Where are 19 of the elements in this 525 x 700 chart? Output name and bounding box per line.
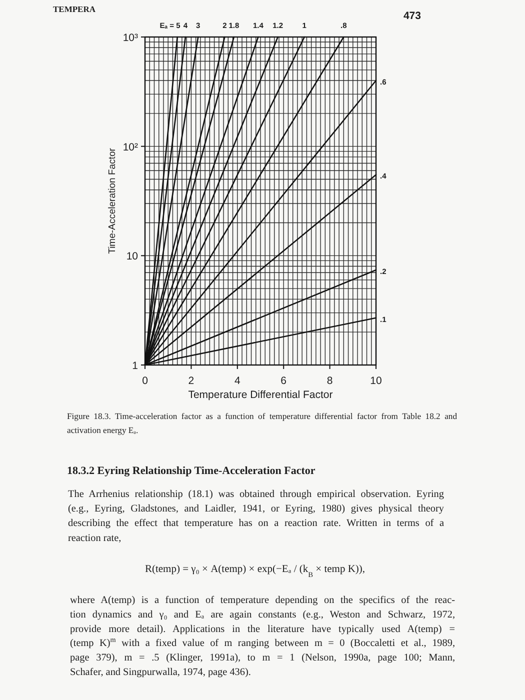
- x-tick-label: 0: [142, 375, 148, 387]
- x-axis-title: Temperature Differential Factor: [188, 389, 334, 401]
- text: where A(temp) is a function of temperature depending on the specifics of the reac- tion dynamics and γ₀ and Eₐ are again constants (e.g., Weston and Schwarz, 1972, provide more detail). Applications in the literature have typically used A(temp) = (temp K)$^{m}$ with a fixed value of m ranging between m = 0 (Boccaletti et al., 1989, page 379), m = .5 (Klinger, 1991a), to m = 1 (Nelson, 1990a, page 100; Mann, Schafer, and Singpurwalla, 1974, page 436).: [70, 595, 456, 678]
- text: The Arrhenius relationship (18.1) was obtained through empirical observation. Eyring (e.g., Eyring, Gladstones, and Laidler, 1941, or Eyring, 1980) gives physical theory describing the effect that temperature has on a reaction rate. Written in terms of a reaction rate,: [68, 489, 445, 544]
- y-tick-label: 10: [126, 250, 138, 263]
- y-tick-label: 10²: [122, 141, 138, 154]
- text: R(temp) = γ₀ × A(temp) × exp(−Eₐ / (k$_{B}$ × temp K)),: [144, 564, 366, 578]
- text: TEMPERA: [53, 4, 96, 14]
- x-tick-label: 8: [326, 375, 333, 387]
- x-tick-label: 2: [188, 375, 194, 387]
- text: 473: [403, 10, 422, 22]
- y-axis-title: Time-Acceleration Factor: [107, 148, 118, 254]
- y-tick-label: 1: [132, 360, 138, 372]
- x-tick-label: 4: [234, 375, 240, 387]
- x-tick-label: 10: [370, 375, 382, 387]
- y-tick-label: 10³: [122, 32, 138, 44]
- text: 18.3.2 Eyring Relationship Time-Acceleration Factor: [67, 465, 316, 477]
- x-tick-label: 6: [280, 375, 287, 387]
- caption: Figure 18.3. Time-acceleration factor as a function of temperature differential factor from Table 18.2 and activation energy Eₐ.: [67, 411, 458, 435]
